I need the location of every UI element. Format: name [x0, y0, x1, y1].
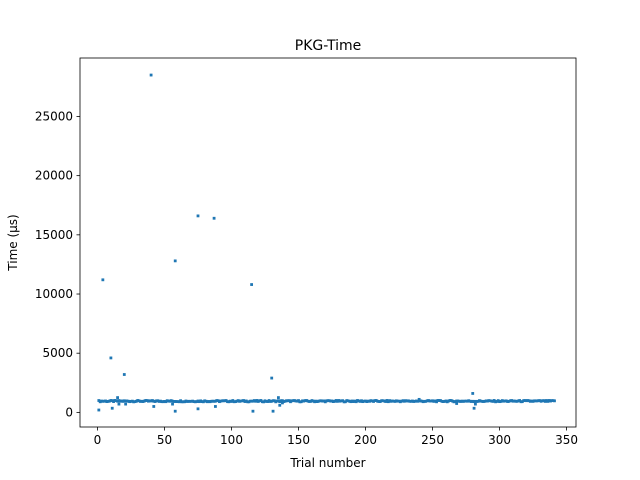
- x-tick-label: 300: [488, 433, 511, 447]
- y-tick-label: 20000: [35, 169, 73, 183]
- data-point-outlier: [455, 402, 459, 405]
- data-point-outlier: [152, 405, 156, 408]
- x-axis-label: Trial number: [289, 456, 365, 470]
- data-point-outlier: [474, 402, 477, 406]
- data-point-outlier: [196, 214, 200, 218]
- data-point-outlier: [471, 392, 475, 395]
- x-tick-label: 250: [421, 433, 444, 447]
- data-point-outlier: [173, 259, 177, 263]
- data-point-outlier: [149, 73, 153, 77]
- data-point-outlier: [278, 403, 282, 407]
- data-point-outlier: [281, 401, 284, 405]
- y-axis-ticks: 0 5000 10000 15000 20000 25000: [35, 109, 80, 419]
- x-tick-label: 0: [94, 433, 102, 447]
- data-point-outlier: [196, 407, 200, 411]
- data-point-outlier: [109, 356, 113, 360]
- data-point-outlier: [124, 402, 128, 406]
- x-tick-label: 350: [555, 433, 578, 447]
- y-tick-label: 15000: [35, 228, 73, 242]
- data-point-outlier: [173, 409, 177, 413]
- data-point-outlier: [277, 396, 280, 399]
- data-points: [97, 73, 556, 413]
- data-point-outlier: [472, 406, 476, 410]
- data-point: [553, 399, 556, 403]
- data-point-outlier: [250, 283, 254, 286]
- data-point-outlier: [271, 409, 275, 413]
- data-point-outlier: [171, 402, 174, 406]
- data-point-outlier: [110, 406, 114, 410]
- x-tick-label: 100: [220, 433, 243, 447]
- y-tick-label: 25000: [35, 109, 73, 123]
- axes-frame: [79, 57, 577, 428]
- data-point-outlier: [116, 396, 119, 399]
- chart-title: PKG-Time: [295, 38, 362, 54]
- data-point-outlier: [101, 278, 105, 282]
- plot-area: [79, 57, 577, 428]
- data-point-outlier: [417, 397, 421, 401]
- data-point-outlier: [117, 402, 121, 406]
- data-point-outlier: [270, 376, 274, 380]
- y-tick-label: 10000: [35, 287, 73, 301]
- x-tick-label: 150: [287, 433, 310, 447]
- y-axis-label: Time (μs): [6, 214, 20, 271]
- x-tick-label: 50: [157, 433, 172, 447]
- data-point-outlier: [122, 373, 126, 376]
- data-point-outlier: [212, 216, 216, 220]
- data-point-outlier: [251, 409, 255, 413]
- x-axis-ticks: 0 50 100 150 200 250 300 350: [94, 427, 578, 447]
- data-point-outlier: [214, 405, 217, 408]
- y-tick-label: 0: [65, 405, 73, 419]
- x-tick-label: 200: [354, 433, 377, 447]
- data-point-outlier: [97, 408, 101, 412]
- y-tick-label: 5000: [42, 346, 73, 360]
